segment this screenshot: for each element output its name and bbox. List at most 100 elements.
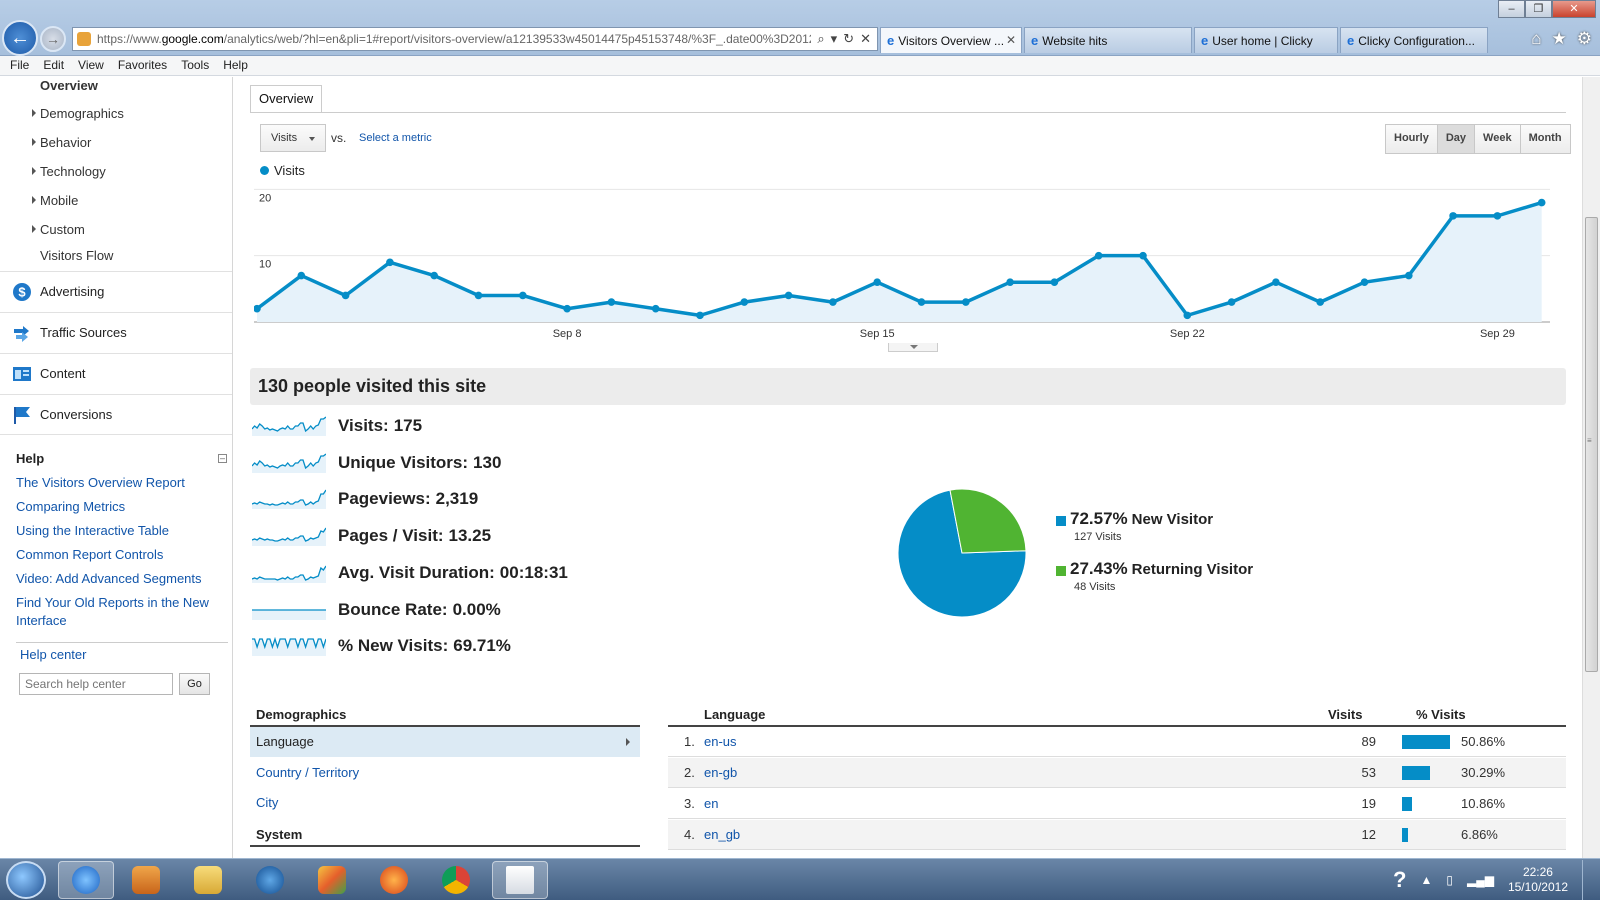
period-day-button[interactable]: Day bbox=[1437, 125, 1476, 153]
close-window-icon[interactable]: ✕ bbox=[1552, 0, 1596, 18]
dropdown-icon[interactable]: ▾ bbox=[830, 31, 838, 46]
help-center-link[interactable]: Help center bbox=[20, 647, 87, 662]
data-point[interactable] bbox=[1316, 298, 1324, 306]
visitor-type-pie[interactable] bbox=[896, 487, 1028, 619]
pie-slice[interactable] bbox=[897, 489, 1027, 618]
data-point[interactable] bbox=[696, 311, 704, 320]
data-point[interactable] bbox=[917, 298, 926, 306]
data-point[interactable] bbox=[962, 298, 970, 306]
collapse-icon[interactable]: – bbox=[218, 453, 227, 463]
help-search-input[interactable] bbox=[19, 673, 173, 695]
pie-slice[interactable] bbox=[949, 488, 1027, 554]
data-point[interactable] bbox=[1139, 251, 1147, 260]
header-visits[interactable]: Visits bbox=[1328, 707, 1363, 722]
sidebar-item-content[interactable]: Content bbox=[0, 353, 232, 393]
tab-user-home-clicky[interactable]: e User home | Clicky bbox=[1194, 27, 1338, 53]
sidebar-item-demographics[interactable]: Demographics bbox=[32, 106, 124, 121]
demographics-city-link[interactable]: City bbox=[256, 795, 279, 810]
sidebar-item-visitors-flow[interactable]: Visitors Flow bbox=[40, 248, 114, 263]
sidebar-item-mobile[interactable]: Mobile bbox=[32, 193, 78, 208]
data-point[interactable] bbox=[1360, 278, 1369, 287]
tab-clicky-configuration[interactable]: e Clicky Configuration... bbox=[1340, 27, 1488, 53]
vertical-scrollbar[interactable]: ≡ bbox=[1582, 77, 1600, 858]
menu-file[interactable]: File bbox=[10, 58, 30, 72]
show-desktop-button[interactable] bbox=[1582, 860, 1594, 900]
help-link-comparing-metrics[interactable]: Comparing Metrics bbox=[16, 499, 126, 514]
sidebar-item-technology[interactable]: Technology bbox=[32, 164, 106, 179]
data-point[interactable] bbox=[740, 298, 749, 306]
signal-icon[interactable]: ▂▄▆ bbox=[1466, 873, 1494, 887]
sidebar-item-traffic-sources[interactable]: Traffic Sources bbox=[0, 312, 232, 352]
taskbar-chrome[interactable] bbox=[428, 861, 484, 899]
data-point[interactable] bbox=[254, 304, 261, 313]
data-point[interactable] bbox=[873, 278, 881, 287]
taskbar-hp[interactable] bbox=[242, 861, 298, 899]
gear-icon[interactable]: ⚙ bbox=[1576, 29, 1592, 48]
data-point[interactable] bbox=[386, 258, 394, 267]
taskbar-ie[interactable] bbox=[58, 861, 114, 899]
taskbar-document[interactable] bbox=[492, 861, 548, 899]
home-icon[interactable]: ⌂ bbox=[1531, 29, 1542, 48]
refresh-icon[interactable]: ↻ bbox=[843, 31, 855, 46]
period-hourly-button[interactable]: Hourly bbox=[1386, 125, 1438, 153]
data-point[interactable] bbox=[1227, 298, 1236, 306]
row-language-link[interactable]: en_gb bbox=[704, 827, 741, 842]
tab-close-icon[interactable]: ✕ bbox=[1005, 33, 1016, 47]
data-point[interactable] bbox=[341, 291, 350, 300]
row-language-link[interactable]: en bbox=[704, 796, 719, 811]
menu-help[interactable]: Help bbox=[223, 58, 248, 72]
menu-tools[interactable]: Tools bbox=[181, 58, 210, 72]
data-point[interactable] bbox=[607, 298, 616, 306]
tab-website-hits[interactable]: e Website hits bbox=[1024, 27, 1192, 53]
data-point[interactable] bbox=[1449, 212, 1457, 220]
sidebar-item-advertising[interactable]: $ Advertising bbox=[0, 271, 232, 311]
data-point[interactable] bbox=[1094, 251, 1103, 260]
data-point[interactable] bbox=[563, 304, 571, 313]
data-point[interactable] bbox=[1405, 271, 1413, 280]
metric-select[interactable]: Visits bbox=[260, 124, 326, 152]
demographics-language-item[interactable]: Language bbox=[250, 727, 640, 757]
data-point[interactable] bbox=[651, 304, 660, 313]
sidebar-item-conversions[interactable]: Conversions bbox=[0, 394, 232, 434]
help-link-old-reports[interactable]: Find Your Old Reports in the New Interfa… bbox=[16, 595, 209, 628]
battery-icon[interactable]: ▯ bbox=[1446, 873, 1453, 887]
maximize-icon[interactable]: ❐ bbox=[1525, 0, 1552, 18]
row-language-link[interactable]: en-gb bbox=[704, 765, 738, 780]
data-point[interactable] bbox=[1050, 278, 1059, 287]
row-language-link[interactable]: en-us bbox=[704, 734, 737, 749]
taskbar-media[interactable] bbox=[118, 861, 174, 899]
scrollbar-thumb[interactable] bbox=[1585, 217, 1598, 672]
data-point[interactable] bbox=[1493, 212, 1502, 220]
taskbar-explorer[interactable] bbox=[180, 861, 236, 899]
address-bar[interactable]: https://www.google.com/analytics/web/?hl… bbox=[72, 27, 878, 51]
help-link-visitors-overview[interactable]: The Visitors Overview Report bbox=[16, 475, 185, 490]
demographics-country-link[interactable]: Country / Territory bbox=[256, 765, 360, 780]
menu-view[interactable]: View bbox=[78, 58, 104, 72]
data-point[interactable] bbox=[784, 291, 793, 300]
tray-expand-icon[interactable]: ▲ bbox=[1420, 873, 1433, 887]
sidebar-item-overview[interactable]: Overview bbox=[40, 78, 98, 93]
visits-line-chart[interactable]: 10 20 Sep 8 Sep 15 Sep 22 Sep 29 bbox=[254, 183, 1550, 343]
data-point[interactable] bbox=[829, 298, 837, 306]
address-url[interactable]: https://www.google.com/analytics/web/?hl… bbox=[97, 32, 812, 46]
data-point[interactable] bbox=[1006, 278, 1014, 287]
period-month-button[interactable]: Month bbox=[1520, 125, 1570, 153]
select-metric-link[interactable]: Select a metric bbox=[359, 132, 432, 144]
stop-icon[interactable]: ✕ bbox=[860, 31, 871, 46]
help-go-button[interactable]: Go bbox=[179, 673, 210, 695]
taskbar-firefox[interactable] bbox=[366, 861, 422, 899]
favorites-star-icon[interactable]: ★ bbox=[1551, 29, 1567, 48]
chart-collapse-handle[interactable] bbox=[888, 343, 938, 352]
clock[interactable]: 22:26 15/10/2012 bbox=[1507, 865, 1568, 894]
data-point[interactable] bbox=[1183, 311, 1192, 320]
minimize-icon[interactable]: – bbox=[1498, 0, 1525, 18]
menu-favorites[interactable]: Favorites bbox=[117, 58, 168, 72]
help-link-report-controls[interactable]: Common Report Controls bbox=[16, 547, 164, 562]
back-button[interactable]: ← bbox=[2, 20, 38, 56]
data-point[interactable] bbox=[474, 291, 483, 300]
help-link-advanced-segments[interactable]: Video: Add Advanced Segments bbox=[16, 571, 202, 586]
search-icon[interactable]: ⌕ bbox=[817, 31, 825, 46]
header-pct-visits[interactable]: % Visits bbox=[1416, 707, 1466, 722]
data-point[interactable] bbox=[519, 291, 527, 300]
data-point[interactable] bbox=[1272, 278, 1280, 287]
